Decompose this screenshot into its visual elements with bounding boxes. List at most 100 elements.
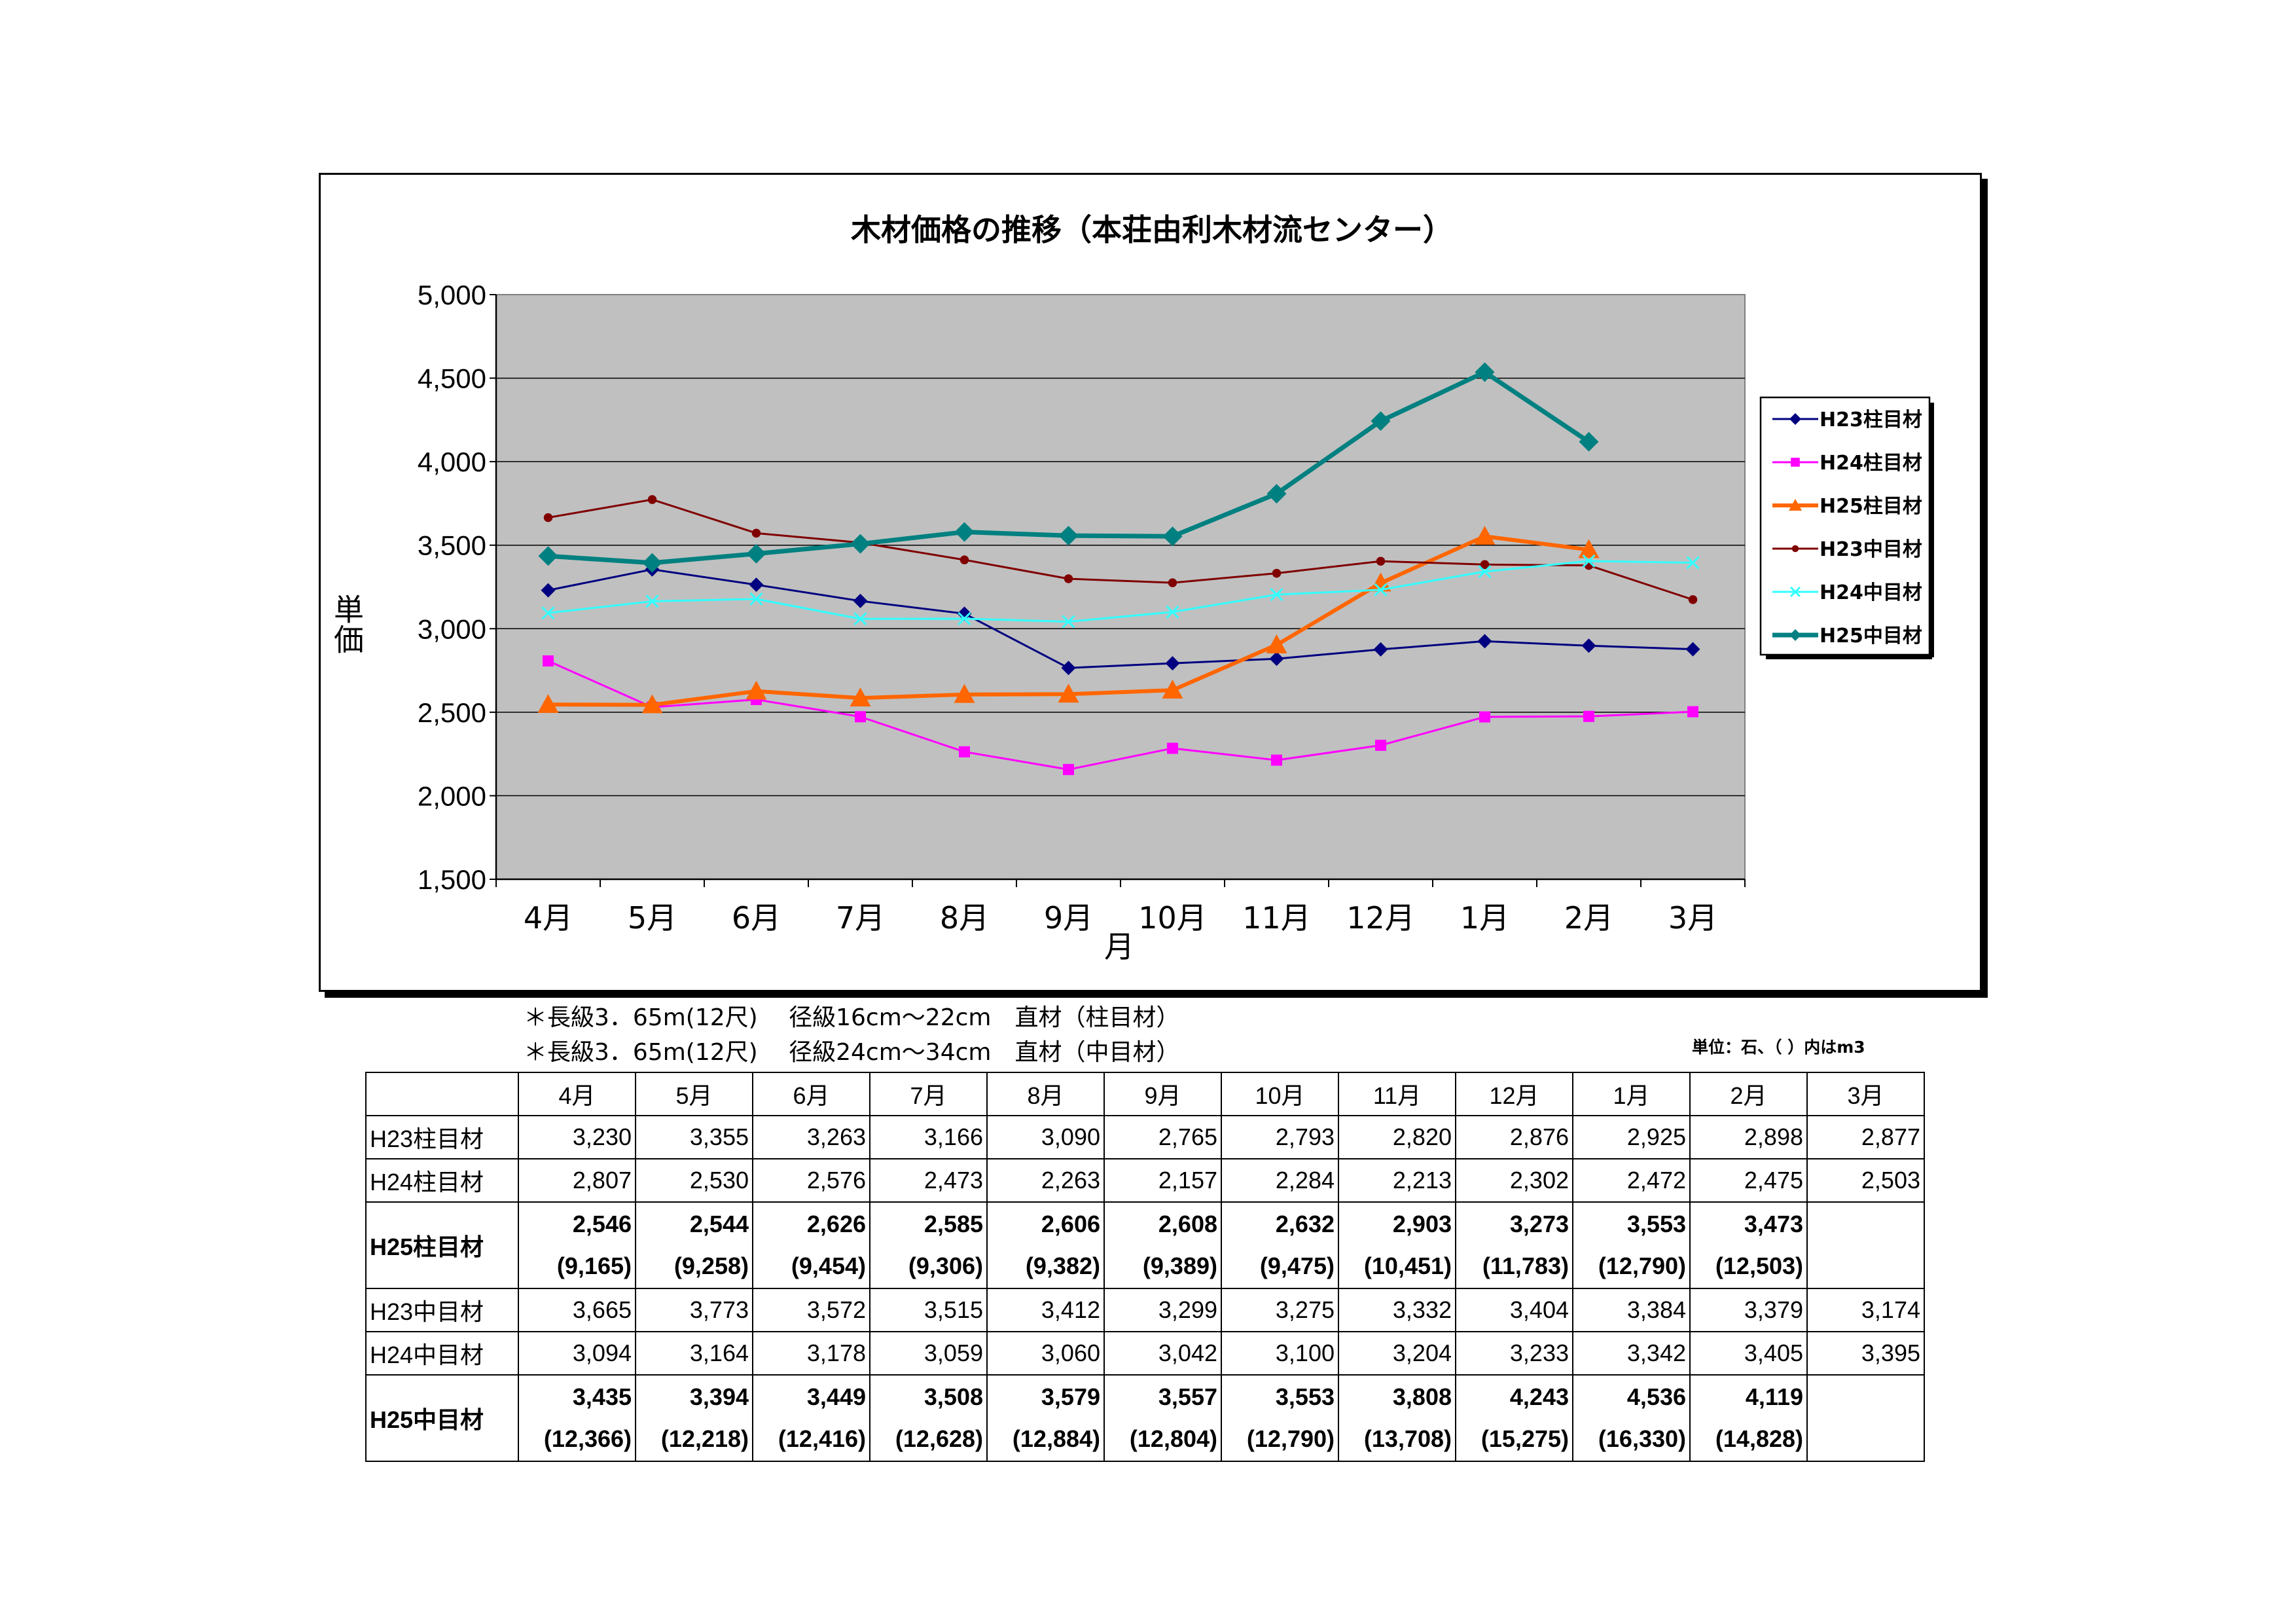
y-tick-label: 1,500 (418, 864, 486, 895)
series-point (958, 611, 971, 626)
series-point (1578, 539, 1600, 558)
cell-price-m3: (16,330) (1598, 1425, 1686, 1452)
cell-price-koku: 4,536 (1626, 1383, 1686, 1410)
table-corner-cell (365, 1072, 519, 1116)
cell-price-m3: (12,366) (543, 1425, 632, 1452)
series-point (1475, 362, 1495, 382)
series-point (745, 680, 767, 700)
series-point (957, 606, 972, 621)
table-cell: 3,557 (12,804) (1103, 1374, 1222, 1462)
x-tick-label: 12月 (1346, 900, 1415, 936)
table-cell: 3,773 (635, 1288, 753, 1332)
row-label: H24柱目材 (365, 1158, 519, 1203)
series-point (1686, 556, 1700, 570)
table-cell: 2,898 (1689, 1115, 1808, 1159)
table-cell: 3,355 (635, 1115, 753, 1159)
row-label: H25中目材 (365, 1374, 519, 1462)
table-cell: 2,576 (752, 1158, 870, 1203)
table-cell: 3,230 (518, 1115, 636, 1159)
table-cell: 3,665 (518, 1288, 636, 1332)
cell-price-m3: (9,306) (908, 1252, 983, 1279)
table-cell: 2,157 (1103, 1158, 1222, 1203)
series-point (855, 711, 866, 723)
table-cell: 3,808 (13,708) (1338, 1374, 1456, 1462)
table-cell: 3,553 (12,790) (1572, 1201, 1691, 1289)
table-cell: 3,042 (1103, 1331, 1222, 1376)
table-cell: 3,395 (1806, 1331, 1925, 1376)
series-point (1376, 556, 1386, 566)
series-point (1058, 684, 1079, 703)
cell-price-koku: 2,606 (1041, 1211, 1100, 1237)
series-point (1165, 656, 1180, 671)
table-header-cell: 8月 (986, 1072, 1105, 1116)
table-cell: 2,903 (10,451) (1338, 1201, 1456, 1289)
cell-price-koku: 2,626 (806, 1211, 866, 1237)
cell-price-koku: 2,903 (1392, 1211, 1452, 1237)
x-tick-label: 8月 (940, 900, 989, 936)
table-row: H24中目材 3,094 3,164 3,178 3,059 3,060 3,042 3,10… (365, 1331, 1925, 1376)
cell-price-koku: 2,585 (924, 1211, 983, 1237)
series-point (959, 746, 970, 757)
table-cell (1806, 1374, 1925, 1462)
x-tick-label: 11月 (1242, 900, 1311, 936)
table-cell: 3,405 (1689, 1331, 1808, 1376)
cell-price-koku: 2,544 (689, 1211, 749, 1237)
table-header-cell: 1月 (1572, 1072, 1691, 1116)
series-point (1272, 568, 1282, 578)
cell-price-koku: 3,449 (806, 1383, 866, 1410)
table-cell: 3,449 (12,416) (752, 1374, 870, 1462)
cell-price-m3: (11,783) (1482, 1252, 1569, 1279)
table-row: H25柱目材 2,546 (9,165) 2,544 (9,258) 2,626 (9,45… (365, 1201, 1925, 1289)
series-point (1371, 411, 1391, 431)
table-cell: 3,515 (869, 1288, 988, 1332)
cell-price-koku: 2,632 (1275, 1211, 1335, 1237)
table-row: H23柱目材 3,230 3,355 3,263 3,166 3,090 2,765 2,79… (365, 1115, 1925, 1159)
table-cell: 2,877 (1806, 1115, 1925, 1159)
table-cell: 3,059 (869, 1331, 988, 1376)
table-cell: 2,263 (986, 1158, 1105, 1203)
cell-price-m3: (12,804) (1129, 1425, 1217, 1452)
table-cell: 3,273 (11,783) (1455, 1201, 1573, 1289)
table-header-cell: 6月 (752, 1072, 870, 1116)
legend-marker (1791, 545, 1799, 553)
line-chart: 木材価格の推移（本荘由利木材流センター） 単価 月 5,000 4,500 4,00… (329, 212, 1934, 964)
table-cell: 3,553 (12,790) (1221, 1374, 1339, 1462)
table-cell: 2,606 (9,382) (986, 1201, 1105, 1289)
table-cell: 3,263 (752, 1115, 870, 1159)
cell-price-koku: 3,508 (924, 1383, 983, 1410)
series-line-4 (548, 498, 1693, 601)
table-cell: 2,302 (1455, 1158, 1573, 1203)
cell-price-koku: 3,553 (1275, 1383, 1335, 1410)
legend-marker (1791, 458, 1800, 467)
series-line-1 (548, 568, 1693, 669)
y-tick-label: 2,000 (418, 780, 486, 811)
series-point (1162, 526, 1183, 547)
series-point (954, 522, 975, 542)
cell-price-koku: 4,243 (1509, 1383, 1569, 1410)
table-header-cell: 9月 (1103, 1072, 1222, 1116)
series-point (641, 694, 663, 714)
cell-price-m3: (9,165) (556, 1252, 632, 1279)
table-cell (1806, 1201, 1925, 1289)
table-cell: 3,508 (12,628) (869, 1374, 988, 1462)
table-cell: 3,178 (752, 1331, 870, 1376)
table-cell: 3,384 (1572, 1288, 1691, 1332)
table-cell: 3,332 (1338, 1288, 1456, 1332)
cell-price-koku: 2,546 (572, 1211, 632, 1237)
y-tick-label: 4,000 (418, 447, 486, 477)
series-point (1168, 578, 1177, 587)
table-cell: 3,404 (1455, 1288, 1573, 1332)
table-cell: 3,094 (518, 1331, 636, 1376)
series-point (1266, 484, 1287, 504)
series-point (1062, 615, 1075, 629)
y-tick-label: 4,500 (418, 363, 486, 394)
table-cell: 2,544 (9,258) (635, 1201, 753, 1289)
cell-price-m3: (14,828) (1715, 1425, 1803, 1452)
table-cell: 3,275 (1221, 1288, 1339, 1332)
cell-price-m3: (9,382) (1025, 1252, 1100, 1279)
series-point (960, 555, 969, 564)
series-point (1479, 711, 1490, 723)
series-point (1478, 564, 1492, 579)
table-cell: 2,472 (1572, 1158, 1691, 1203)
table-row: H23中目材 3,665 3,773 3,572 3,515 3,412 3,299 3,27… (365, 1288, 1925, 1332)
